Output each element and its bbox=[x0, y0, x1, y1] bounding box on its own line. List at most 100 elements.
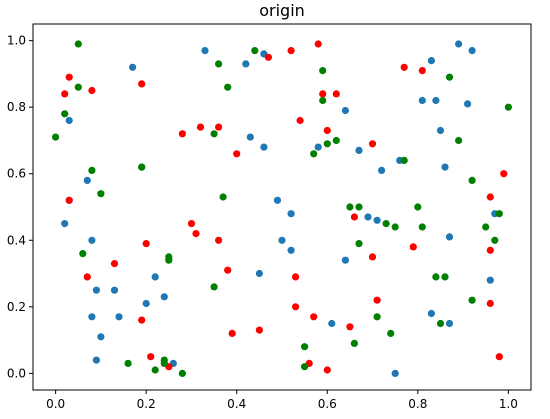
scatter-point bbox=[61, 220, 69, 228]
scatter-point bbox=[355, 203, 363, 211]
scatter-point bbox=[124, 359, 132, 367]
scatter-point bbox=[495, 210, 503, 218]
y-tick-label: 1.0 bbox=[7, 34, 26, 48]
x-tick-label: 1.0 bbox=[499, 397, 518, 411]
scatter-point bbox=[482, 223, 490, 231]
scatter-point bbox=[88, 236, 96, 244]
y-axis: 0.0 0.2 0.4 0.6 0.8 1.0 bbox=[7, 34, 33, 380]
scatter-point bbox=[88, 313, 96, 321]
scatter-point bbox=[378, 166, 386, 174]
scatter-point bbox=[151, 366, 159, 374]
scatter-point bbox=[319, 67, 327, 75]
scatter-point bbox=[418, 96, 426, 105]
scatter-point bbox=[409, 243, 417, 251]
scatter-point bbox=[296, 116, 304, 125]
scatter-point bbox=[115, 313, 123, 321]
scatter-point bbox=[495, 353, 503, 361]
x-tick-label: 0.8 bbox=[408, 397, 427, 411]
scatter-point bbox=[92, 356, 100, 364]
scatter-point bbox=[500, 170, 508, 178]
scatter-point bbox=[486, 246, 494, 254]
scatter-point bbox=[301, 363, 309, 371]
scatter-point bbox=[346, 323, 354, 331]
scatter-point bbox=[83, 273, 91, 281]
scatter-point bbox=[292, 303, 300, 311]
scatter-point bbox=[391, 223, 399, 231]
x-tick-label: 0.6 bbox=[318, 397, 337, 411]
scatter-point bbox=[319, 90, 327, 98]
scatter-point bbox=[242, 60, 250, 68]
scatter-point bbox=[445, 233, 454, 241]
scatter-point bbox=[92, 286, 100, 294]
scatter-point bbox=[110, 286, 119, 294]
scatter-point bbox=[187, 220, 196, 228]
scatter-point bbox=[400, 156, 408, 164]
x-tick-label: 0.2 bbox=[137, 397, 156, 411]
scatter-point bbox=[178, 369, 186, 377]
scatter-point bbox=[292, 273, 300, 281]
scatter-point bbox=[464, 100, 472, 108]
scatter-point bbox=[346, 203, 354, 211]
scatter-point bbox=[65, 73, 73, 81]
scatter-point bbox=[468, 296, 476, 304]
scatter-point bbox=[368, 140, 377, 148]
scatter-point bbox=[264, 53, 272, 61]
scatter-point bbox=[215, 123, 223, 131]
scatter-point bbox=[147, 353, 155, 361]
scatter-point bbox=[319, 96, 327, 105]
scatter-point bbox=[160, 293, 168, 301]
scatter-point bbox=[314, 40, 322, 48]
x-axis: 0.0 0.2 0.4 0.6 0.8 1.0 bbox=[46, 390, 518, 411]
scatter-point bbox=[373, 313, 381, 321]
scatter-point bbox=[455, 40, 463, 48]
scatter-point bbox=[178, 130, 186, 138]
scatter-point bbox=[373, 216, 381, 224]
scatter-point bbox=[391, 369, 399, 377]
x-tick-label: 0.0 bbox=[46, 397, 65, 411]
scatter-point bbox=[332, 90, 340, 98]
scatter-point bbox=[97, 333, 105, 341]
scatter-point bbox=[165, 256, 173, 264]
scatter-point bbox=[224, 266, 232, 274]
scatter-point bbox=[432, 273, 440, 281]
scatter-point bbox=[65, 196, 73, 204]
scatter-point bbox=[323, 126, 331, 135]
scatter-point bbox=[301, 343, 309, 351]
scatter-point bbox=[341, 106, 349, 115]
scatter-point bbox=[382, 220, 390, 228]
scatter-point bbox=[219, 193, 227, 201]
scatter-point bbox=[255, 326, 263, 334]
scatter-point bbox=[427, 57, 435, 65]
scatter-point bbox=[215, 236, 223, 244]
scatter-point bbox=[138, 163, 146, 171]
scatter-point bbox=[74, 83, 82, 91]
scatter-point bbox=[368, 253, 377, 261]
scatter-point bbox=[486, 299, 494, 308]
scatter-point bbox=[83, 176, 91, 184]
scatter-point bbox=[192, 230, 200, 238]
scatter-point bbox=[418, 223, 426, 231]
scatter-point bbox=[323, 140, 331, 148]
scatter-point bbox=[387, 329, 395, 337]
scatter-point bbox=[196, 123, 205, 131]
y-tick-label: 0.4 bbox=[7, 233, 26, 247]
y-tick-label: 0.8 bbox=[7, 100, 26, 114]
scatter-point bbox=[400, 63, 408, 71]
scatter-point bbox=[310, 150, 318, 158]
scatter-point bbox=[350, 339, 358, 347]
scatter-point bbox=[414, 203, 422, 211]
scatter-point bbox=[215, 60, 223, 68]
scatter-point bbox=[273, 196, 282, 204]
y-tick-label: 0.6 bbox=[7, 167, 26, 181]
scatter-point bbox=[504, 103, 512, 111]
data-points bbox=[52, 40, 512, 377]
scatter-point bbox=[332, 136, 340, 145]
scatter-point bbox=[355, 146, 363, 154]
scatter-point bbox=[88, 86, 96, 95]
scatter-point bbox=[251, 47, 259, 55]
scatter-point bbox=[355, 240, 363, 248]
scatter-point bbox=[210, 130, 218, 138]
scatter-point bbox=[436, 319, 445, 328]
scatter-point bbox=[323, 366, 331, 374]
